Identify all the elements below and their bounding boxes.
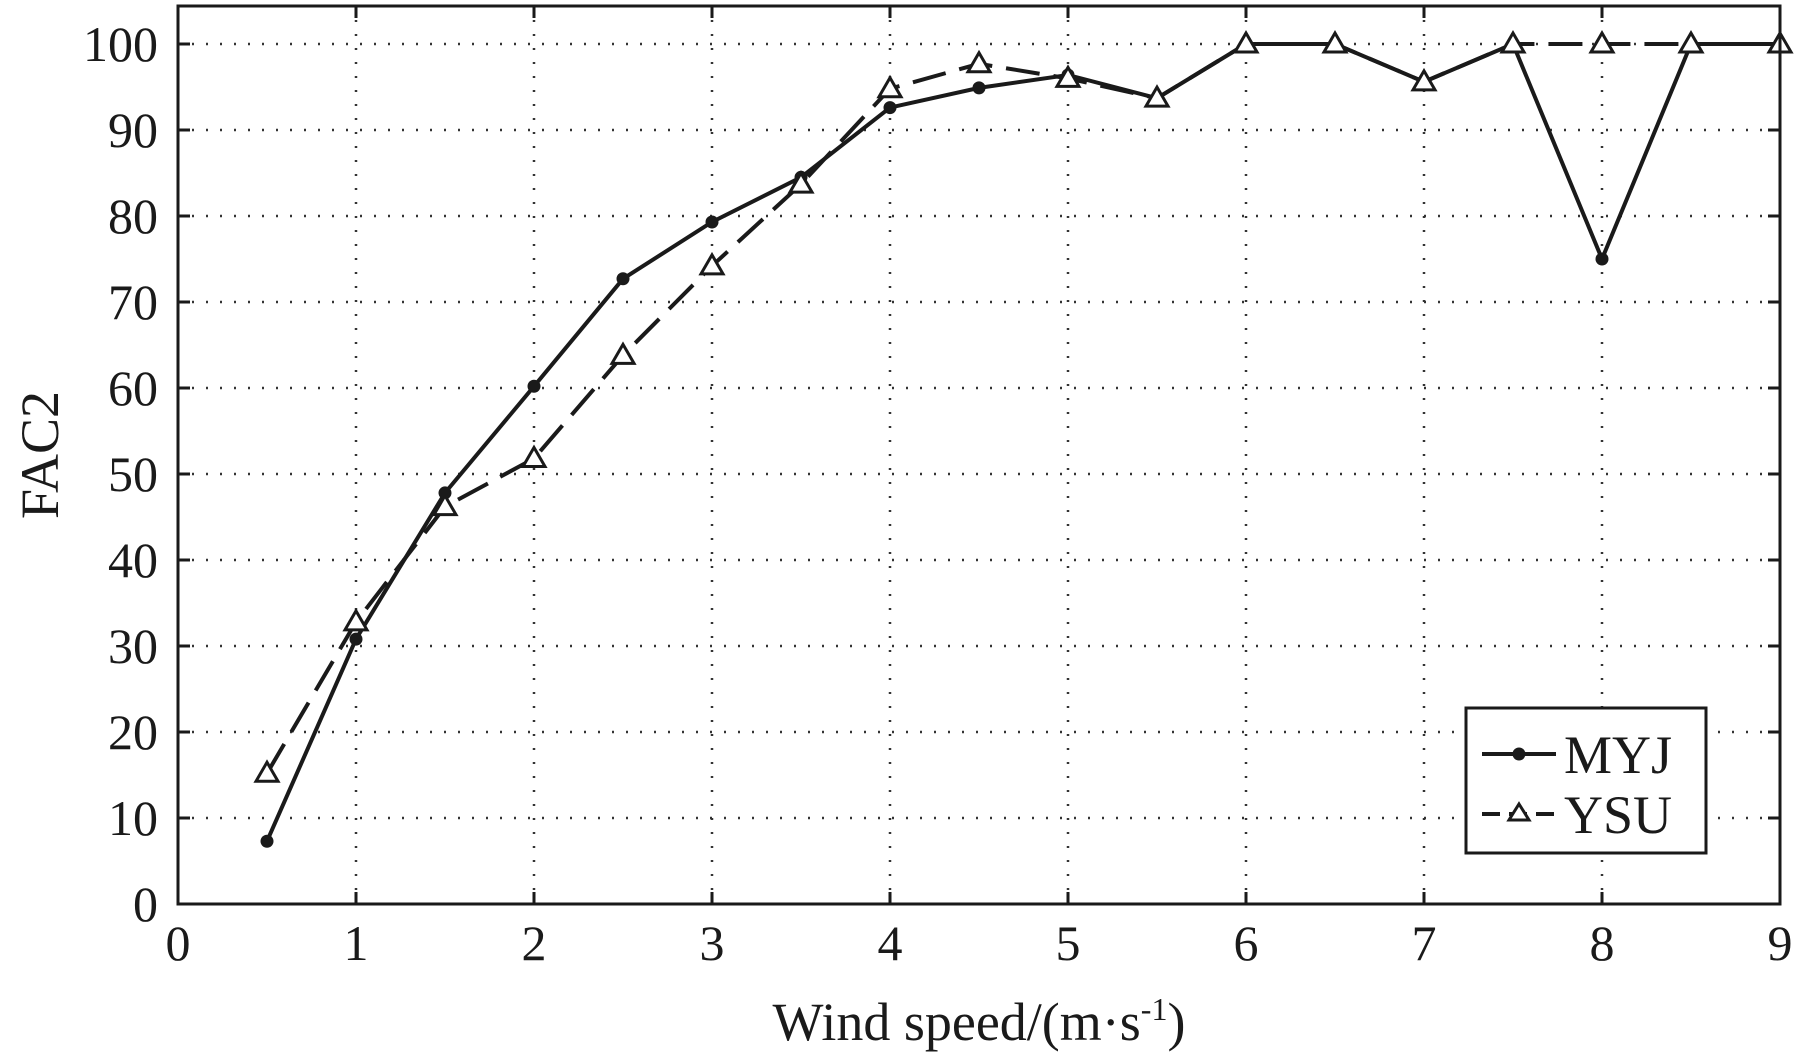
legend-myj-marker [1512, 747, 1526, 761]
x-tick-label: 6 [1234, 915, 1259, 971]
series-ysu-point [1588, 30, 1616, 54]
series-myj-point [972, 81, 986, 95]
y-tick-label: 20 [108, 704, 158, 760]
series-ysu [253, 30, 1794, 783]
series-ysu-point [1410, 67, 1438, 92]
series-ysu-point [253, 759, 281, 783]
x-tick-label: 1 [344, 915, 369, 971]
y-tick-label: 10 [108, 790, 158, 846]
y-tick-label: 30 [108, 618, 158, 674]
series-ysu-point [698, 251, 726, 276]
y-axis-ticks: 0 10 20 30 40 50 60 70 80 90 100 [83, 16, 1780, 932]
y-tick-label: 0 [133, 876, 158, 932]
y-tick-label: 60 [108, 360, 158, 416]
series-myj-point [527, 379, 541, 393]
series-ysu-point [1499, 30, 1527, 54]
x-axis-ticks: 0 1 2 3 4 5 6 7 8 9 [166, 6, 1793, 971]
series-myj-line [265, 41, 1780, 843]
series-myj-point [705, 215, 719, 229]
grid-lines [178, 6, 1780, 904]
legend-box [1464, 706, 1708, 855]
y-tick-label: 90 [108, 102, 158, 158]
series-ysu-point [1054, 64, 1082, 88]
series-ysu-point [787, 170, 815, 194]
series-ysu-point [876, 74, 904, 99]
x-tick-label: 2 [522, 915, 547, 971]
series-ysu-line [265, 42, 1780, 775]
legend-entry-ysu: YSU [1482, 785, 1672, 845]
series-ysu-point [1143, 84, 1171, 108]
x-tick-label: 0 [166, 915, 191, 971]
series-layer [253, 30, 1794, 848]
x-tick-label: 4 [878, 915, 903, 971]
x-tick-label: 8 [1590, 915, 1615, 971]
legend-ysu-label: YSU [1564, 785, 1672, 845]
series-ysu-point [431, 492, 459, 517]
x-axis-title-superscript: -1 [1141, 991, 1168, 1027]
x-tick-label: 7 [1412, 915, 1437, 971]
y-tick-label: 70 [108, 274, 158, 330]
series-ysu-point [1232, 30, 1260, 54]
x-tick-label: 3 [700, 915, 725, 971]
y-axis-title: FAC2 [10, 391, 70, 519]
x-axis-title-main: Wind speed/(m·s [773, 992, 1141, 1052]
series-ysu-point [342, 607, 370, 632]
series-ysu-point [520, 444, 548, 469]
series-ysu-point [1321, 30, 1349, 54]
series-ysu-point [609, 341, 637, 365]
series-ysu-point [1677, 30, 1705, 54]
y-tick-label: 40 [108, 532, 158, 588]
series-myj-point [1595, 252, 1609, 266]
x-tick-label: 9 [1768, 915, 1793, 971]
legend: MYJ YSU [1464, 706, 1708, 855]
y-tick-label: 80 [108, 188, 158, 244]
x-tick-label: 5 [1056, 915, 1081, 971]
x-axis-title-close: ) [1167, 992, 1185, 1052]
plot-frame [176, 4, 1782, 906]
series-myj-point [616, 272, 630, 286]
y-tick-label: 100 [83, 16, 158, 72]
x-axis-title: Wind speed/(m·s-1) [773, 991, 1186, 1052]
y-tick-label: 50 [108, 446, 158, 502]
series-myj-point [260, 834, 274, 848]
series-myj-point [349, 632, 363, 646]
series-myj-point [883, 101, 897, 115]
legend-myj-label: MYJ [1564, 725, 1672, 785]
series-ysu-point [965, 49, 993, 74]
legend-entry-myj: MYJ [1482, 725, 1672, 785]
legend-ysu-marker [1506, 801, 1532, 822]
